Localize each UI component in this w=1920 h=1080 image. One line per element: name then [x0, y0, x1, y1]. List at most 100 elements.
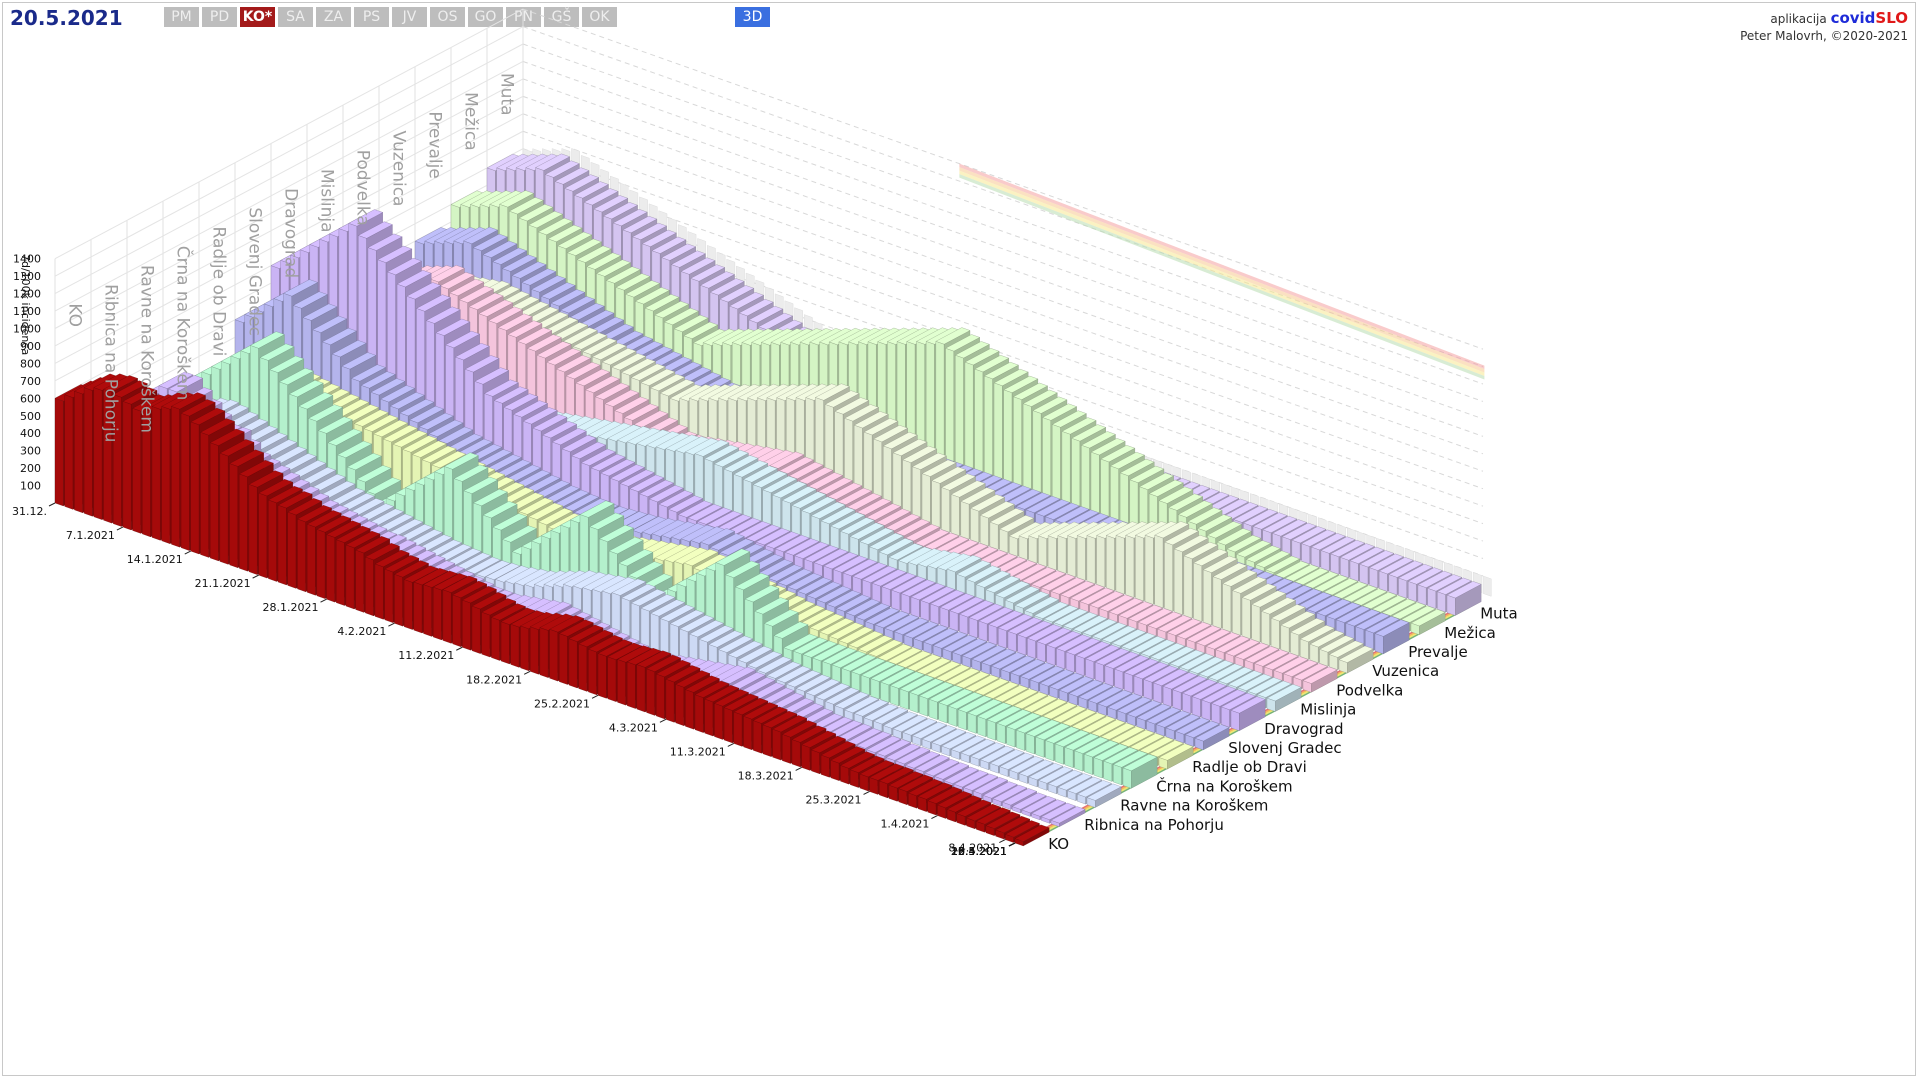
back-grid-line [522, 78, 1484, 420]
risk-strip [959, 170, 1485, 377]
bar-5-99 [1194, 724, 1230, 751]
date-label: 20.5.2021 [951, 845, 1007, 858]
date-label: 22.4.2021 [951, 845, 1007, 858]
region-button-8[interactable]: GO [468, 7, 503, 27]
date-label: 1.4.2021 [880, 818, 929, 831]
date-label: 11.2.2021 [398, 649, 454, 662]
region-button-10[interactable]: GŠ [544, 7, 579, 27]
silhouette-bar [1482, 575, 1492, 597]
x-tick [591, 694, 599, 699]
series-label-back: Muta [496, 73, 516, 116]
series-label-back: Ribnica na Pohorju [100, 284, 120, 442]
y-axis-label: 7d/100k incidenca [19, 254, 32, 355]
series-label-front: Vuzenica [1372, 662, 1439, 680]
3d-mode-button[interactable]: 3D [735, 7, 770, 27]
risk-strip [959, 167, 1485, 373]
left-wall-guide [54, 95, 524, 347]
left-wall-guide [54, 8, 524, 260]
bar-3-99 [1122, 753, 1158, 789]
region-button-3[interactable]: SA [278, 7, 313, 27]
x-tick [523, 670, 531, 675]
series-label-front: Ravne na Koroškem [1120, 797, 1268, 815]
x-tick [252, 574, 259, 579]
y-tick-label: 900 [20, 340, 41, 353]
bar-8-99 [1302, 666, 1338, 693]
series-label-back: KO [64, 303, 84, 327]
date-label: 25.2.2021 [534, 697, 590, 710]
left-wall-guide [54, 78, 524, 329]
current-date: 20.5.2021 [10, 6, 123, 30]
bar-6-99 [1230, 696, 1266, 731]
back-grid-line [522, 8, 1484, 350]
region-button-1[interactable]: PD [202, 7, 237, 27]
y-tick-label: 300 [20, 445, 41, 458]
x-tick [795, 766, 802, 771]
back-grid-line [522, 43, 1484, 385]
y-tick-label: 500 [20, 410, 41, 423]
series-label-back: Radlje ob Dravi [208, 227, 228, 357]
bar-7-99 [1266, 684, 1302, 712]
y-tick-label: 100 [20, 480, 41, 493]
x-tick [1008, 842, 1016, 847]
series-label-front: Ribnica na Pohorju [1084, 816, 1224, 834]
series-label-back: Vuzenica [388, 131, 408, 207]
region-button-2[interactable]: KO* [240, 7, 275, 27]
series-label-back: Črna na Koroškem [172, 246, 194, 401]
bar-12-99 [1446, 581, 1482, 616]
date-label: 14.1.2021 [127, 553, 183, 566]
date-label: 29.4.2021 [951, 845, 1007, 858]
left-wall-guide [54, 61, 524, 312]
back-grid-line [522, 200, 1484, 542]
bar-10-99 [1374, 619, 1410, 655]
series-label-back: Mislinja [316, 169, 336, 233]
x-tick [48, 502, 56, 507]
region-button-0[interactable]: PM [164, 7, 199, 27]
y-tick-label: 600 [20, 392, 41, 405]
series-label-front: Prevalje [1408, 643, 1467, 661]
app-name[interactable]: covidSLO [1831, 9, 1908, 27]
date-label: 18.2.2021 [466, 673, 522, 686]
series-label-front: Radlje ob Dravi [1192, 758, 1307, 776]
y-tick-label: 400 [20, 427, 41, 440]
region-button-4[interactable]: ZA [316, 7, 351, 27]
series-label-front: Črna na Koroškem [1156, 776, 1292, 795]
date-label: 11.3.2021 [670, 745, 726, 758]
date-label: 31.12. [12, 505, 47, 518]
region-button-5[interactable]: PS [354, 7, 389, 27]
region-button-11[interactable]: OK [582, 7, 617, 27]
series-label-front: Dravograd [1264, 720, 1343, 738]
date-label: 4.3.2021 [609, 721, 658, 734]
bar-4-99 [1158, 743, 1194, 770]
y-tick-label: 800 [20, 357, 41, 370]
date-label: 21.1.2021 [195, 577, 251, 590]
date-label: 4.2.2021 [337, 625, 386, 638]
region-button-6[interactable]: JV [392, 7, 427, 27]
x-tick [116, 526, 124, 531]
y-tick-label: 1400 [13, 253, 41, 266]
left-wall-guide [54, 113, 524, 364]
series-label-back: Dravograd [280, 188, 300, 278]
date-label: 15.4.2021 [951, 845, 1007, 858]
x-tick [659, 718, 667, 723]
x-axis: 31.12. 7.1.2021 14.1.2021 21.1.2021 28.1.202… [12, 502, 1016, 858]
risk-strip [959, 163, 1485, 370]
app-name-part-b: SLO [1875, 9, 1908, 27]
x-tick [999, 839, 1006, 844]
bar-2-99 [1086, 783, 1122, 808]
credit-prefix: aplikacija [1770, 12, 1827, 26]
series-label-back: Prevalje [424, 111, 444, 178]
series-label-back: Mežica [460, 92, 480, 151]
x-tick [931, 815, 938, 819]
y-tick-label: 1100 [13, 305, 41, 318]
region-button-7[interactable]: OS [430, 7, 465, 27]
x-tick [456, 646, 463, 651]
series-label-front: Muta [1480, 605, 1518, 623]
left-wall-guide [54, 43, 524, 295]
series-label-front: Mislinja [1300, 701, 1356, 719]
app-name-part-a: covid [1830, 9, 1876, 27]
date-label: 13.5.2021 [951, 845, 1007, 858]
app-credit-line: aplikacija covidSLO [1740, 10, 1908, 28]
